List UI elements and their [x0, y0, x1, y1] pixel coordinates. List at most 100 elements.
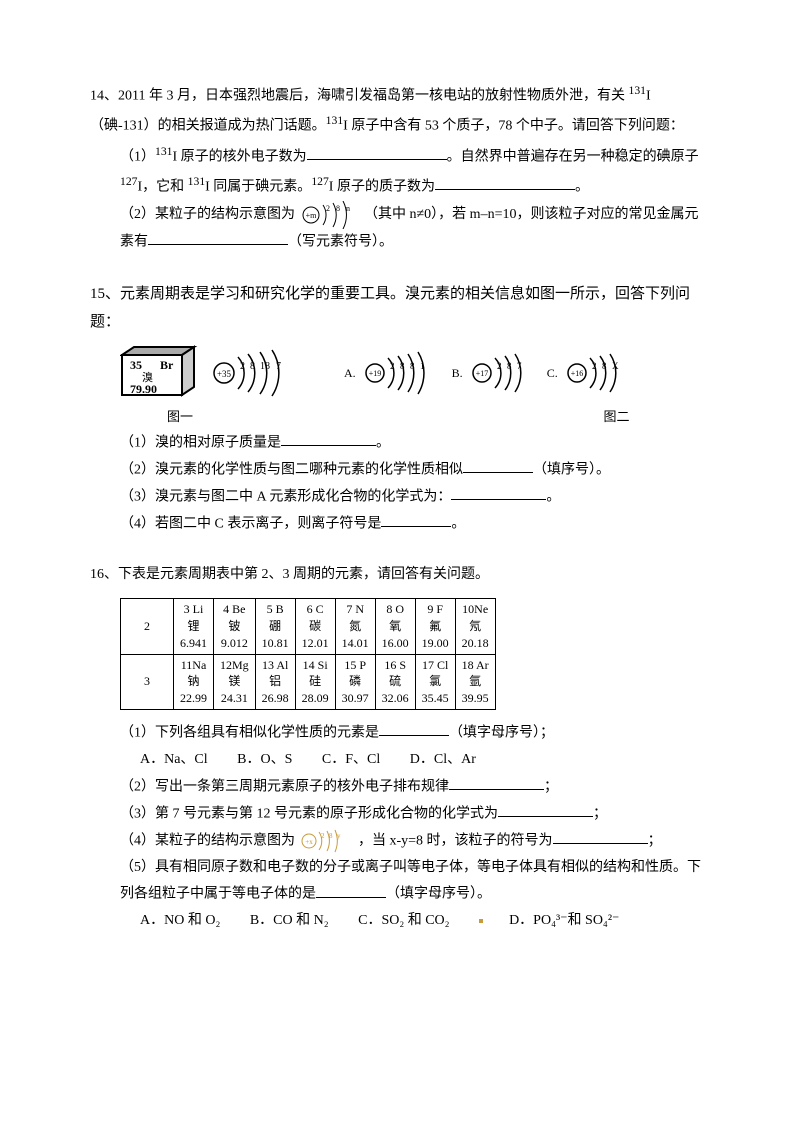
text: ；	[544, 779, 558, 794]
blank[interactable]	[307, 144, 447, 160]
text: （2）某粒子的结构示意图为	[120, 207, 299, 222]
atom-b-icon: +17 2 8 7	[471, 351, 539, 395]
sup-131: 131	[188, 175, 205, 188]
sup-127: 127	[311, 175, 328, 188]
option-c[interactable]: C．SO₂ 和 CO₂	[358, 908, 449, 935]
blank[interactable]	[463, 457, 533, 473]
q15-part3: （3）溴元素与图二中 A 元素形成化合物的化学式为：。	[120, 484, 710, 511]
svg-text:2: 2	[321, 832, 325, 840]
element-cell: 17 Cl氯35.45	[415, 654, 455, 709]
svg-text:X: X	[612, 361, 619, 371]
svg-text:+35: +35	[217, 369, 232, 379]
label-c: C.	[547, 362, 558, 385]
svg-text:7: 7	[517, 361, 522, 371]
element-cell: 11Na钠22.99	[174, 654, 214, 709]
svg-text:2: 2	[326, 204, 330, 213]
element-cell: 18 Ar氩39.95	[455, 654, 495, 709]
svg-text:8: 8	[400, 361, 405, 371]
element-cell: 3 Li锂6.941	[174, 599, 214, 654]
figure-row: 35 Br 溴 79.90 +35 2 8 18 7 A. +19	[120, 345, 710, 401]
element-box-icon: 35 Br 溴 79.90	[120, 345, 204, 401]
element-cell: 10Ne氖20.18	[455, 599, 495, 654]
option-d-text: D．PO₄³⁻和 SO₄²⁻	[509, 908, 619, 935]
option-b[interactable]: B．O、S	[237, 747, 292, 774]
text: （4）某粒子的结构示意图为	[120, 833, 299, 848]
q14-part2: （2）某粒子的结构示意图为 +m 2 8 n （其中 n≠0），若 m–n=10…	[120, 201, 710, 256]
q15-part1: （1）溴的相对原子质量是 。	[120, 430, 710, 457]
blank[interactable]	[435, 174, 575, 190]
text: （3）溴元素与图二中 A 元素形成化合物的化学式为：	[120, 489, 451, 504]
element-cell: 8 O氧16.00	[375, 599, 415, 654]
blank[interactable]	[553, 828, 648, 844]
q14-number: 14、	[90, 89, 118, 104]
element-cell: 13 Al铝26.98	[255, 654, 295, 709]
q16-number: 16、	[90, 567, 118, 582]
fig2-label: 图二	[577, 405, 657, 430]
svg-text:8: 8	[329, 832, 333, 840]
blank[interactable]	[281, 430, 376, 446]
element-cell: 7 N氮14.01	[335, 599, 375, 654]
option-a[interactable]: A．Na、Cl	[140, 747, 208, 774]
svg-text:8: 8	[410, 361, 415, 371]
text: （填字母序号）。	[386, 887, 491, 902]
svg-text:8: 8	[336, 204, 340, 213]
svg-text:1: 1	[420, 361, 425, 371]
q16-part5: （5）具有相同原子数和电子数的分子或离子叫等电子体，等电子体具有相似的结构和性质…	[120, 855, 710, 909]
svg-text:2: 2	[390, 361, 395, 371]
atom-c-icon: +16 2 8 X	[566, 351, 634, 395]
option-a[interactable]: A．NO 和 O₂	[140, 908, 220, 935]
text: ；	[648, 833, 662, 848]
question-14: 14、2011 年 3 月，日本强烈地震后，海啸引发福岛第一核电站的放射性物质外…	[90, 80, 710, 256]
figure-caption: 图一 图二	[120, 405, 710, 430]
svg-text:79.90: 79.90	[130, 382, 157, 396]
blank[interactable]	[148, 229, 288, 245]
svg-text:2: 2	[240, 361, 245, 372]
periodic-table: 23 Li锂6.9414 Be铍9.0125 B硼10.816 C碳12.017…	[120, 598, 496, 710]
text: 。	[451, 516, 465, 531]
svg-text:+19: +19	[368, 369, 381, 378]
svg-text:+17: +17	[475, 369, 488, 378]
text: 。	[575, 179, 589, 194]
blank[interactable]	[449, 774, 544, 790]
svg-text:y: y	[337, 832, 341, 840]
blank[interactable]	[381, 511, 451, 527]
blank[interactable]	[451, 484, 546, 500]
svg-text:+m: +m	[305, 211, 317, 220]
blank[interactable]	[379, 720, 449, 736]
q16-part3: （3）第 7 号元素与第 12 号元素的原子形成化合物的化学式为；	[120, 801, 710, 828]
element-cell: 4 Be铍9.012	[214, 599, 256, 654]
option-b[interactable]: B．CO 和 N₂	[250, 908, 329, 935]
blank[interactable]	[316, 881, 386, 897]
atom-a-icon: +19 2 8 8 1	[364, 351, 444, 395]
option-d[interactable]: D．PO₄³⁻和 SO₄²⁻	[479, 908, 645, 935]
period-index: 3	[121, 654, 174, 709]
question-16: 16、下表是元素周期表中第 2、3 周期的元素，请回答有关问题。 23 Li锂6…	[90, 562, 710, 935]
element-cell: 15 P磷30.97	[335, 654, 375, 709]
text: I 原子的质子数为	[329, 179, 435, 194]
text: （1）溴的相对原子质量是	[120, 435, 281, 450]
q16-part4: （4）某粒子的结构示意图为 +x 2 8 y ，当 x-y=8 时，该粒子的符号…	[120, 828, 710, 855]
period-index: 2	[121, 599, 174, 654]
text: （写元素符号）。	[288, 234, 393, 249]
option-c[interactable]: C．F、Cl	[322, 747, 380, 774]
text: （1）	[120, 149, 155, 164]
atom-diagram-icon: +x 2 8 y	[299, 829, 355, 853]
q16-p5-options: A．NO 和 O₂ B．CO 和 N₂ C．SO₂ 和 CO₂ D．PO₄³⁻和…	[140, 908, 710, 935]
svg-text:18: 18	[260, 361, 270, 372]
sup-127: 127	[120, 175, 137, 188]
q16-part1: （1）下列各组具有相似化学性质的元素是 （填字母序号）；	[120, 720, 710, 747]
text: （1）下列各组具有相似化学性质的元素是	[120, 725, 379, 740]
text: （3）第 7 号元素与第 12 号元素的原子形成化合物的化学式为	[120, 806, 498, 821]
svg-text:n: n	[346, 204, 350, 213]
text: （填字母序号）；	[449, 725, 554, 740]
text: （2）溴元素的化学性质与图二哪种元素的化学性质相似	[120, 462, 463, 477]
text: 。自然界中普遍存在另一种稳定的碘原子	[447, 149, 699, 164]
text: 。	[376, 435, 390, 450]
option-d[interactable]: D．Cl、Ar	[410, 747, 476, 774]
text: （2）写出一条第三周期元素原子的核外电子排布规律	[120, 779, 449, 794]
q15-part4: （4）若图二中 C 表示离子，则离子符号是。	[120, 511, 710, 538]
text: （填序号）。	[533, 462, 610, 477]
svg-text:8: 8	[250, 361, 255, 372]
svg-text:8: 8	[602, 361, 607, 371]
blank[interactable]	[498, 801, 593, 817]
